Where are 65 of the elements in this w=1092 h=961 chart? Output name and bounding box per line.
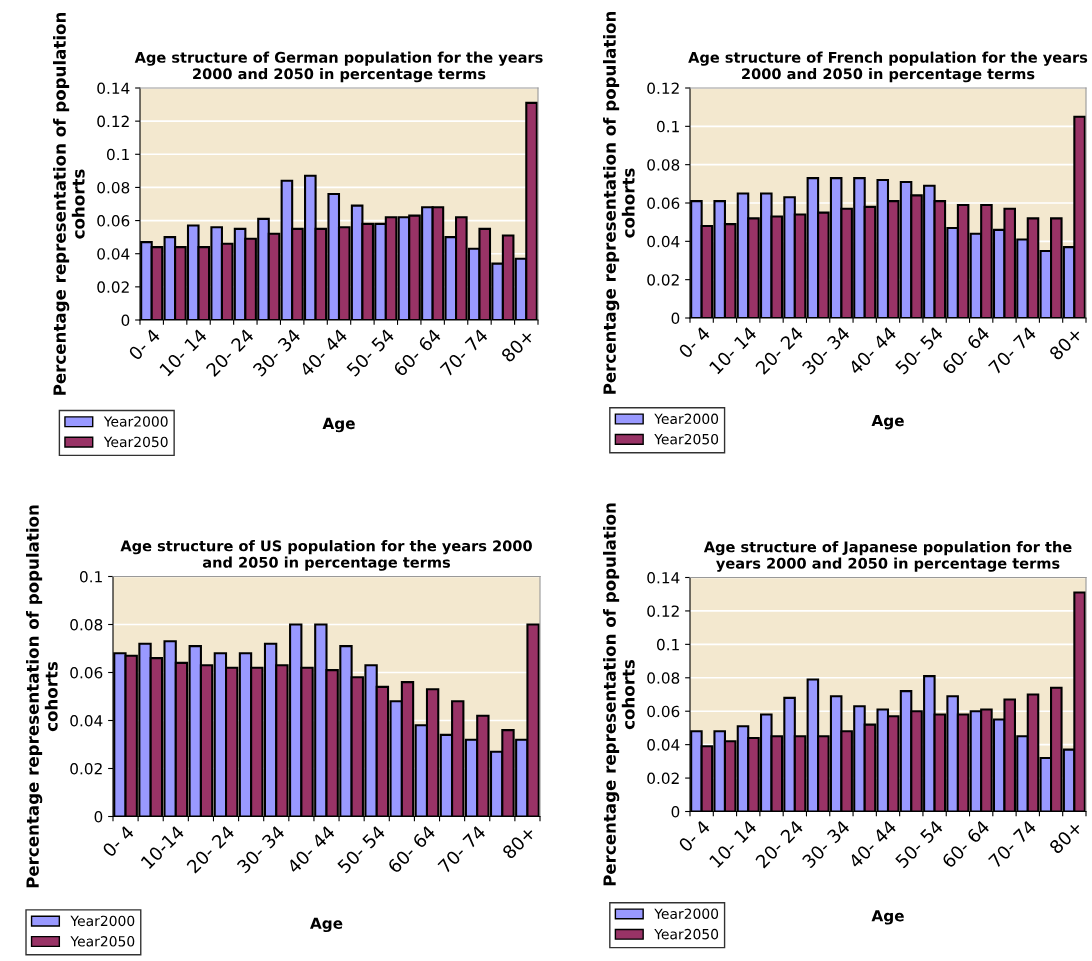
- x-tick-label: 20- 24: [186, 824, 236, 874]
- x-tick-label: 70- 74: [439, 327, 489, 377]
- x-axis-title: Age: [322, 417, 355, 433]
- y-tick-label: 0.14: [647, 571, 680, 584]
- legend-label: Year2050: [70, 936, 135, 947]
- x-axis-title: Age: [310, 917, 343, 933]
- legend-label: Year2000: [654, 413, 719, 425]
- y-tick-label: 0.04: [70, 714, 103, 727]
- x-tick-label: 0- 4: [677, 819, 711, 853]
- y-axis-title: Percentage representation of population cohorts: [603, 503, 635, 886]
- x-tick-label: 80+: [500, 328, 535, 363]
- x-tick-label: 40- 44: [286, 824, 336, 875]
- x-tick-label: 0- 4: [101, 824, 135, 858]
- y-tick-label: 0.06: [647, 705, 680, 718]
- x-tick-label: 0- 4: [127, 327, 161, 361]
- y-tick-label: 0.08: [647, 159, 680, 171]
- x-axis-title: Age: [871, 910, 904, 925]
- y-tick-label: 0.06: [97, 215, 130, 227]
- y-axis-title: Percentage representation of population cohorts: [53, 12, 85, 395]
- x-tick-label: 30- 34: [236, 824, 286, 874]
- y-tick-label: 0.12: [647, 82, 679, 95]
- x-axis-title: Age: [871, 414, 904, 430]
- y-tick-label: 0.08: [70, 618, 103, 631]
- y-tick-label: 0.02: [97, 281, 129, 293]
- y-tick-label: 0.1: [656, 120, 679, 133]
- y-tick-label: 0.12: [647, 605, 679, 617]
- y-tick-label: 0: [671, 805, 680, 818]
- x-tick-label: 0- 4: [677, 325, 711, 359]
- legend-label: Year2000: [103, 416, 168, 427]
- y-tick-label: 0: [94, 810, 103, 823]
- chart-title: Age structure of German population for the years 2000 and 2050 in percentage terms: [134, 51, 543, 83]
- legend-label: Year2050: [103, 436, 168, 448]
- x-tick-label: 50- 54: [336, 824, 386, 874]
- y-tick-label: 0.14: [97, 82, 130, 95]
- y-tick-label: 0.02: [70, 762, 102, 775]
- x-tick-label: 80+: [1048, 820, 1083, 855]
- chart-title: Age structure of French population for the years 2000 and 2050 in percentage terms: [688, 51, 1088, 83]
- x-tick-label: 80+: [501, 825, 536, 860]
- legend-label: Year2050: [654, 433, 719, 445]
- legend-label: Year2050: [654, 928, 719, 940]
- y-tick-label: 0: [671, 312, 680, 325]
- chart-title: Age structure of Japanese population for the years 2000 and 2050 in percentage terms: [703, 541, 1072, 572]
- y-tick-label: 0.08: [97, 181, 130, 194]
- y-axis-title: Percentage representation of population cohorts: [26, 505, 58, 888]
- y-tick-label: 0.02: [647, 274, 679, 286]
- y-tick-label: 0.12: [97, 115, 129, 128]
- y-tick-label: 0.04: [647, 739, 680, 751]
- legend-label: Year2000: [70, 915, 135, 927]
- y-tick-label: 0.08: [647, 672, 680, 684]
- y-axis-title: Percentage representation of population cohorts: [603, 11, 635, 394]
- y-tick-label: 0.06: [647, 197, 680, 210]
- legend-label: Year2000: [654, 908, 719, 919]
- x-tick-label: 60- 64: [386, 824, 437, 874]
- y-tick-label: 0.1: [656, 638, 679, 651]
- x-tick-label: 70- 74: [437, 824, 487, 874]
- y-tick-label: 0.06: [70, 666, 103, 679]
- y-tick-label: 0.1: [79, 570, 102, 583]
- y-tick-label: 0.02: [647, 772, 679, 785]
- x-tick-label: 30- 34: [252, 327, 302, 378]
- chart-title: Age structure of US population for the years 2000 and 2050 in percentage terms: [120, 540, 532, 571]
- y-tick-label: 0.1: [106, 148, 129, 161]
- y-tick-label: 0.04: [647, 235, 680, 248]
- y-tick-label: 0.04: [97, 248, 130, 260]
- x-tick-label: 80+: [1048, 326, 1083, 361]
- y-tick-label: 0: [121, 314, 130, 327]
